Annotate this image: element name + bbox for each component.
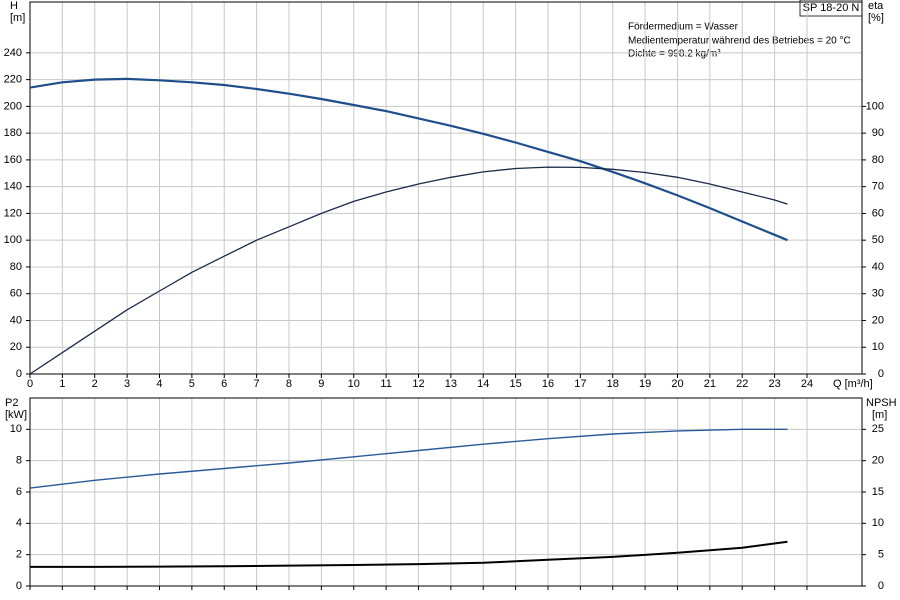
x-tick-label: 11: [380, 378, 391, 390]
y2-tick-label: 15: [872, 486, 884, 498]
x-tick-label: 5: [189, 378, 195, 390]
x-tick-label: 10: [348, 378, 360, 390]
y2-label: NPSH: [866, 397, 897, 409]
y2-unit: [m]: [872, 409, 887, 421]
y-tick-label: 6: [16, 486, 22, 498]
y2-tick-label: 60: [872, 207, 884, 219]
curve-p2: [29, 428, 788, 489]
y-tick-label: 220: [4, 74, 22, 86]
x-tick-label: 24: [801, 378, 813, 390]
x-tick-label: 12: [412, 378, 424, 390]
y2-tick-label: 10: [872, 341, 884, 353]
y-tick-label: 140: [4, 181, 22, 193]
y-unit: [kW]: [5, 409, 27, 421]
y-tick-label: 120: [4, 207, 22, 219]
annotation: Fördermedium = Wasser: [628, 22, 739, 33]
x-tick-label: 1: [59, 378, 65, 390]
y2-unit: [%]: [868, 12, 884, 24]
x-tick-label: 17: [574, 378, 586, 390]
y2-tick-label: 40: [872, 261, 884, 273]
y2-tick-label: 30: [872, 288, 884, 300]
y-tick-label: 60: [10, 288, 22, 300]
x-tick-label: 13: [445, 378, 457, 390]
plot-frame: [29, 1, 863, 375]
curve-h: [29, 77, 788, 242]
x-tick-label: 8: [286, 378, 292, 390]
pump-name: SP 18-20 N: [803, 2, 860, 14]
x-tick-label: 3: [124, 378, 130, 390]
x-tick-label: 4: [156, 378, 162, 390]
y-tick-label: 20: [10, 341, 22, 353]
x-tick-label: 16: [542, 378, 554, 390]
y-unit: [m]: [10, 12, 25, 24]
y-tick-label: 0: [16, 368, 22, 380]
x-tick-label: 23: [768, 378, 780, 390]
y2-tick-label: 70: [872, 181, 884, 193]
x-tick-label: 22: [736, 378, 748, 390]
y2-tick-label: 10: [872, 517, 884, 529]
y-tick-label: 8: [16, 455, 22, 467]
y-label: P2: [5, 397, 18, 409]
y2-tick-label: 20: [872, 455, 884, 467]
x-tick-label: 18: [607, 378, 619, 390]
y-tick-label: 200: [4, 100, 22, 112]
x-tick-label: 19: [639, 378, 651, 390]
x-tick-label: 15: [509, 378, 521, 390]
x-tick-label: 7: [254, 378, 260, 390]
y-tick-label: 10: [10, 423, 22, 435]
y-tick-label: 4: [16, 517, 22, 529]
curve-eta: [29, 166, 788, 375]
x-label: Q [m³/h]: [833, 378, 873, 390]
y2-tick-label: 0: [878, 580, 884, 592]
y-tick-label: 0: [16, 580, 22, 592]
y-tick-label: 2: [16, 549, 22, 561]
y2-tick-label: 50: [872, 234, 884, 246]
y2-tick-label: 100: [866, 100, 884, 112]
x-tick-label: 0: [27, 378, 33, 390]
y2-tick-label: 0: [878, 368, 884, 380]
x-tick-label: 6: [221, 378, 227, 390]
y2-tick-label: 90: [872, 127, 884, 139]
y-label: H: [10, 0, 18, 12]
annotation: Dichte = 998.2 kg/m³: [628, 49, 721, 60]
x-tick-label: 21: [704, 378, 716, 390]
y2-label: eta: [868, 0, 884, 12]
curve-npsh: [30, 540, 788, 568]
y-tick-label: 180: [4, 127, 22, 139]
y2-tick-label: 80: [872, 154, 884, 166]
y2-tick-label: 5: [878, 549, 884, 561]
y2-tick-label: 25: [872, 423, 884, 435]
y-tick-label: 80: [10, 261, 22, 273]
y2-tick-label: 20: [872, 314, 884, 326]
y-tick-label: 160: [4, 154, 22, 166]
x-tick-label: 2: [92, 378, 98, 390]
y-tick-label: 100: [4, 234, 22, 246]
y-tick-label: 240: [4, 47, 22, 59]
x-tick-label: 20: [671, 378, 683, 390]
x-tick-label: 14: [477, 378, 489, 390]
x-tick-label: 9: [318, 378, 324, 390]
y-tick-label: 40: [10, 314, 22, 326]
annotation: Medientemperatur während des Betriebes =…: [628, 36, 851, 47]
